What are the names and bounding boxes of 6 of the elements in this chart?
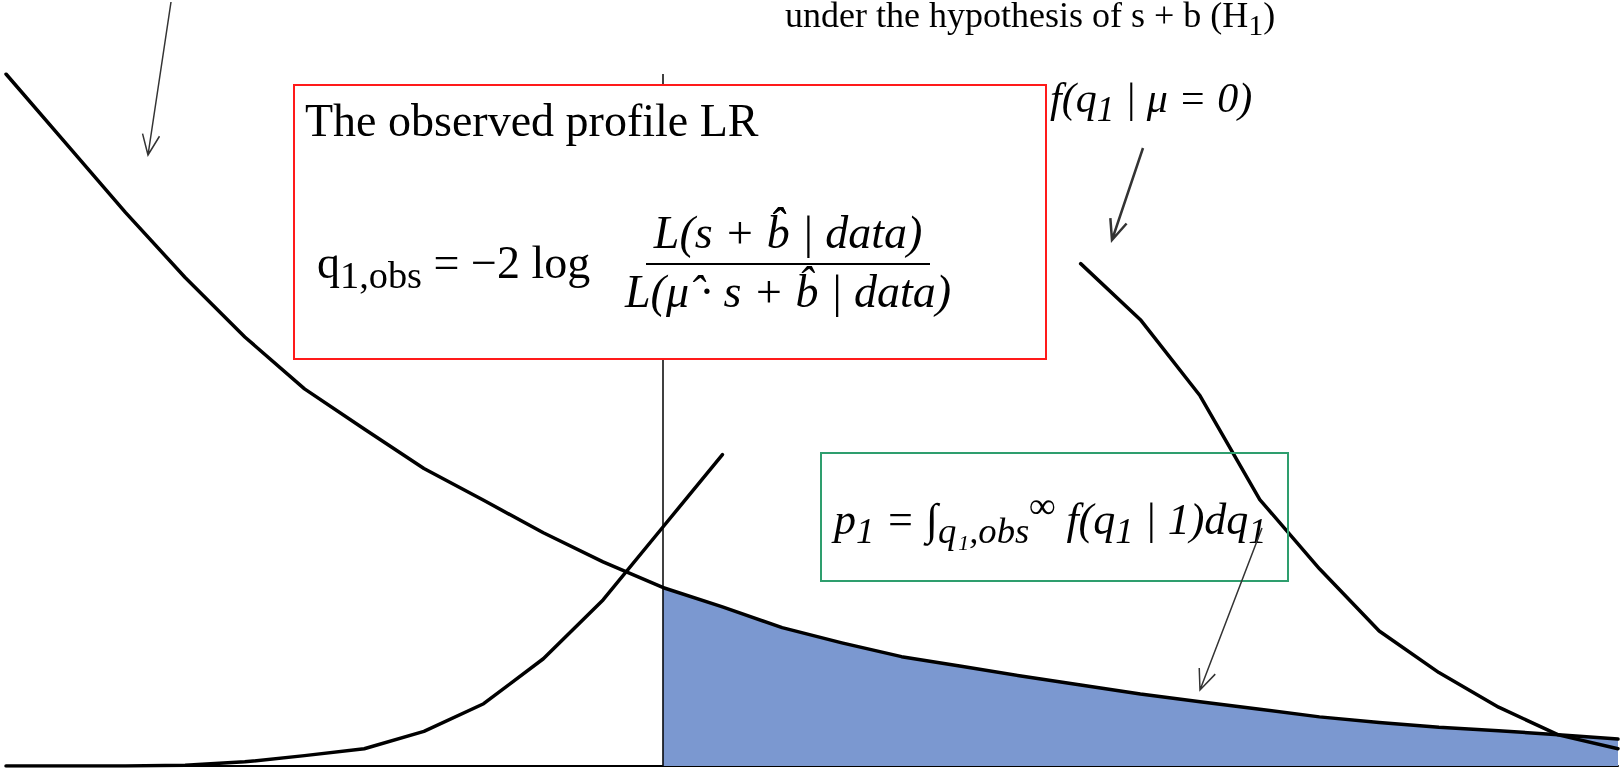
annotation: The observed profile LR bbox=[305, 94, 759, 147]
annotation: q$_{1,obs}$ = −2 log bbox=[317, 236, 591, 298]
text: under the hypothesis of s + b (H$_{1}$) bbox=[785, 0, 1276, 43]
annotation: L(μ̂ · s + b̂ | data) bbox=[625, 265, 952, 318]
annotation: L(s + b̂̂ | data) bbox=[645, 206, 931, 265]
annotation: f(q$_{1}$ | μ = 0) bbox=[1050, 74, 1253, 131]
